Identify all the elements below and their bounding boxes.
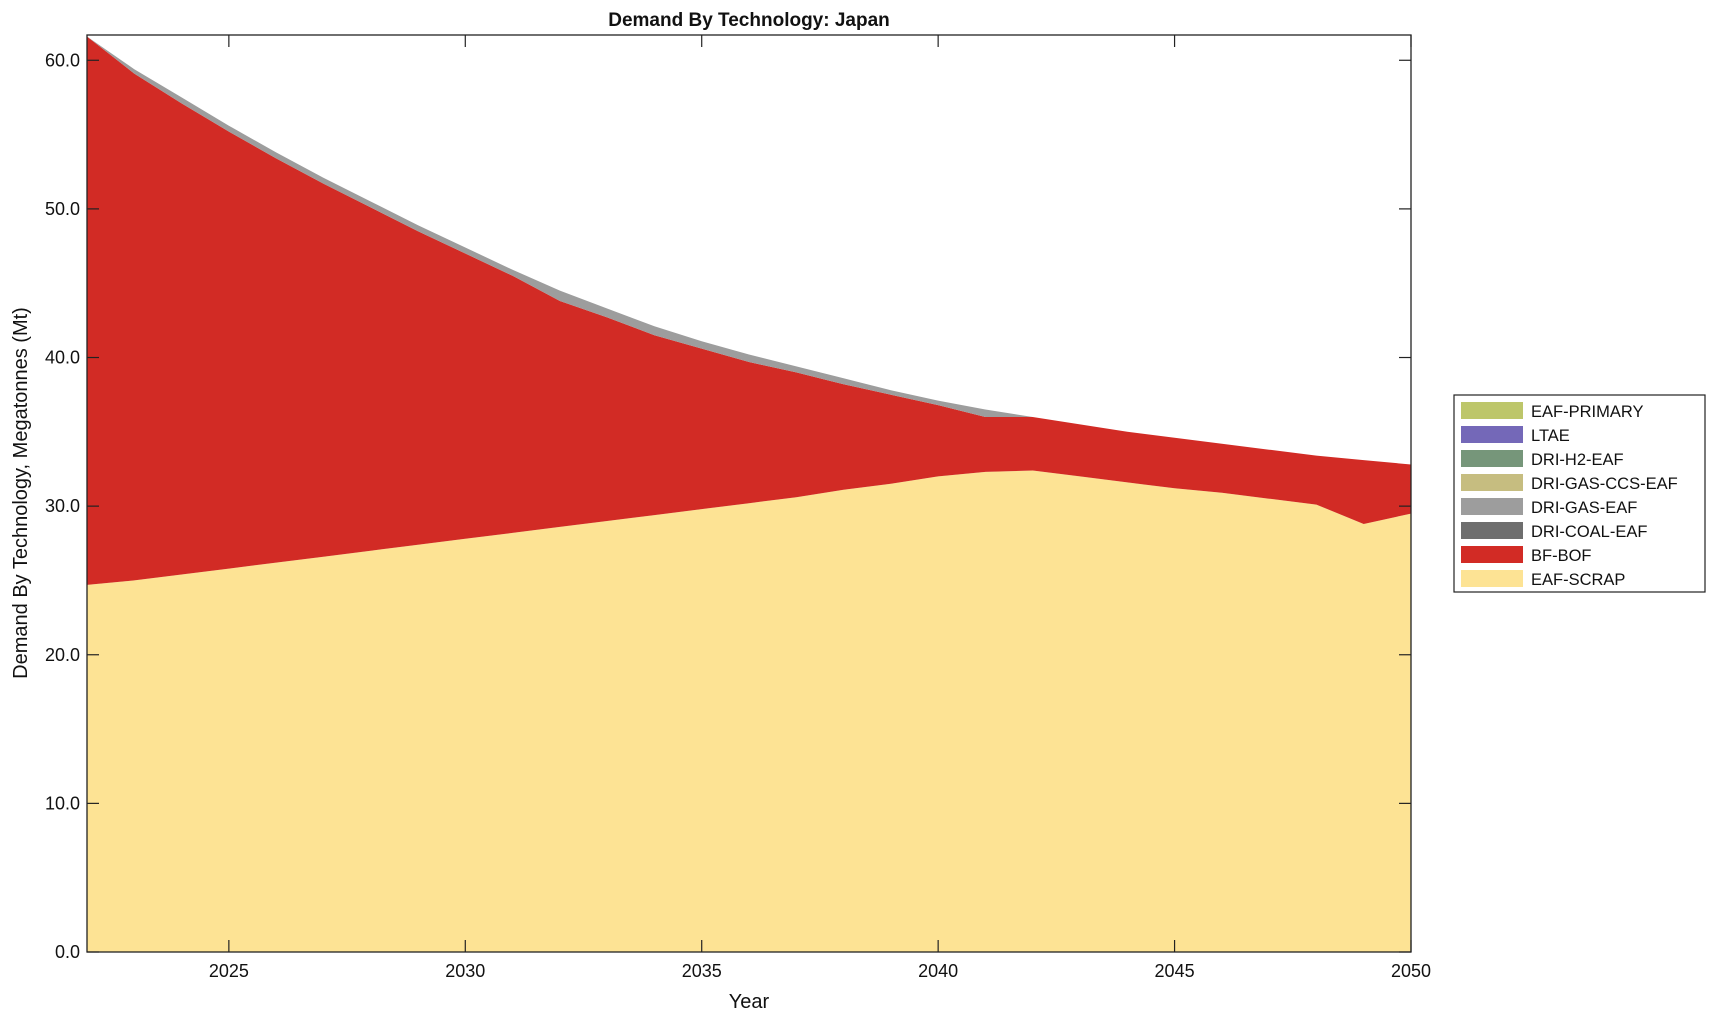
legend-label: BF-BOF — [1531, 547, 1592, 565]
legend-label: LTAE — [1531, 427, 1570, 445]
area-layer — [87, 36, 1411, 952]
y-tick-label: 40.0 — [45, 348, 80, 368]
legend-swatch-eaf-scrap — [1461, 570, 1523, 587]
chart-title: Demand By Technology: Japan — [608, 10, 890, 31]
legend-label: DRI-GAS-EAF — [1531, 499, 1637, 517]
x-axis-label: Year — [729, 991, 770, 1013]
axes: 2025 2030 2035 2040 2045 2050 0.0 10.0 20.0 30.0 4… — [45, 34, 1431, 981]
legend-swatch-ltae — [1461, 426, 1523, 443]
x-tick-label: 2045 — [1155, 961, 1195, 981]
y-tick-label: 20.0 — [45, 645, 80, 665]
legend-label: DRI-GAS-CCS-EAF — [1531, 475, 1678, 493]
legend-label: EAF-SCRAP — [1531, 571, 1625, 589]
legend-label: DRI-COAL-EAF — [1531, 523, 1647, 541]
y-tick-label: 50.0 — [45, 199, 80, 219]
legend-swatch-eaf-primary — [1461, 402, 1523, 419]
y-tick-label: 10.0 — [45, 793, 80, 813]
area-eaf-scrap — [87, 470, 1411, 952]
legend-swatch-dri-gas-ccs-eaf — [1461, 474, 1523, 491]
legend-swatch-dri-h2-eaf — [1461, 450, 1523, 467]
plot-frame — [86, 34, 1412, 953]
y-tick-label: 30.0 — [45, 496, 80, 516]
x-tick-label: 2040 — [918, 961, 958, 981]
legend: EAF-PRIMARY LTAE DRI-H2-EAF DRI-GAS-CCS-EAF… — [1453, 394, 1706, 593]
legend-swatch-dri-gas-eaf — [1461, 498, 1523, 515]
x-tick-label: 2030 — [445, 961, 485, 981]
area-bf-bof — [87, 36, 1411, 585]
legend-label: EAF-PRIMARY — [1531, 403, 1643, 421]
x-tick-label: 2025 — [209, 961, 249, 981]
x-tick-label: 2035 — [682, 961, 722, 981]
x-tick-label: 2050 — [1391, 961, 1431, 981]
y-tick-label: 60.0 — [45, 50, 80, 70]
y-tick-label: 0.0 — [55, 942, 80, 962]
y-axis-label: Demand By Technology, Megatonnes (Mt) — [10, 307, 32, 679]
legend-label: DRI-H2-EAF — [1531, 451, 1624, 469]
legend-swatch-dri-coal-eaf — [1461, 522, 1523, 539]
legend-swatch-bf-bof — [1461, 546, 1523, 563]
